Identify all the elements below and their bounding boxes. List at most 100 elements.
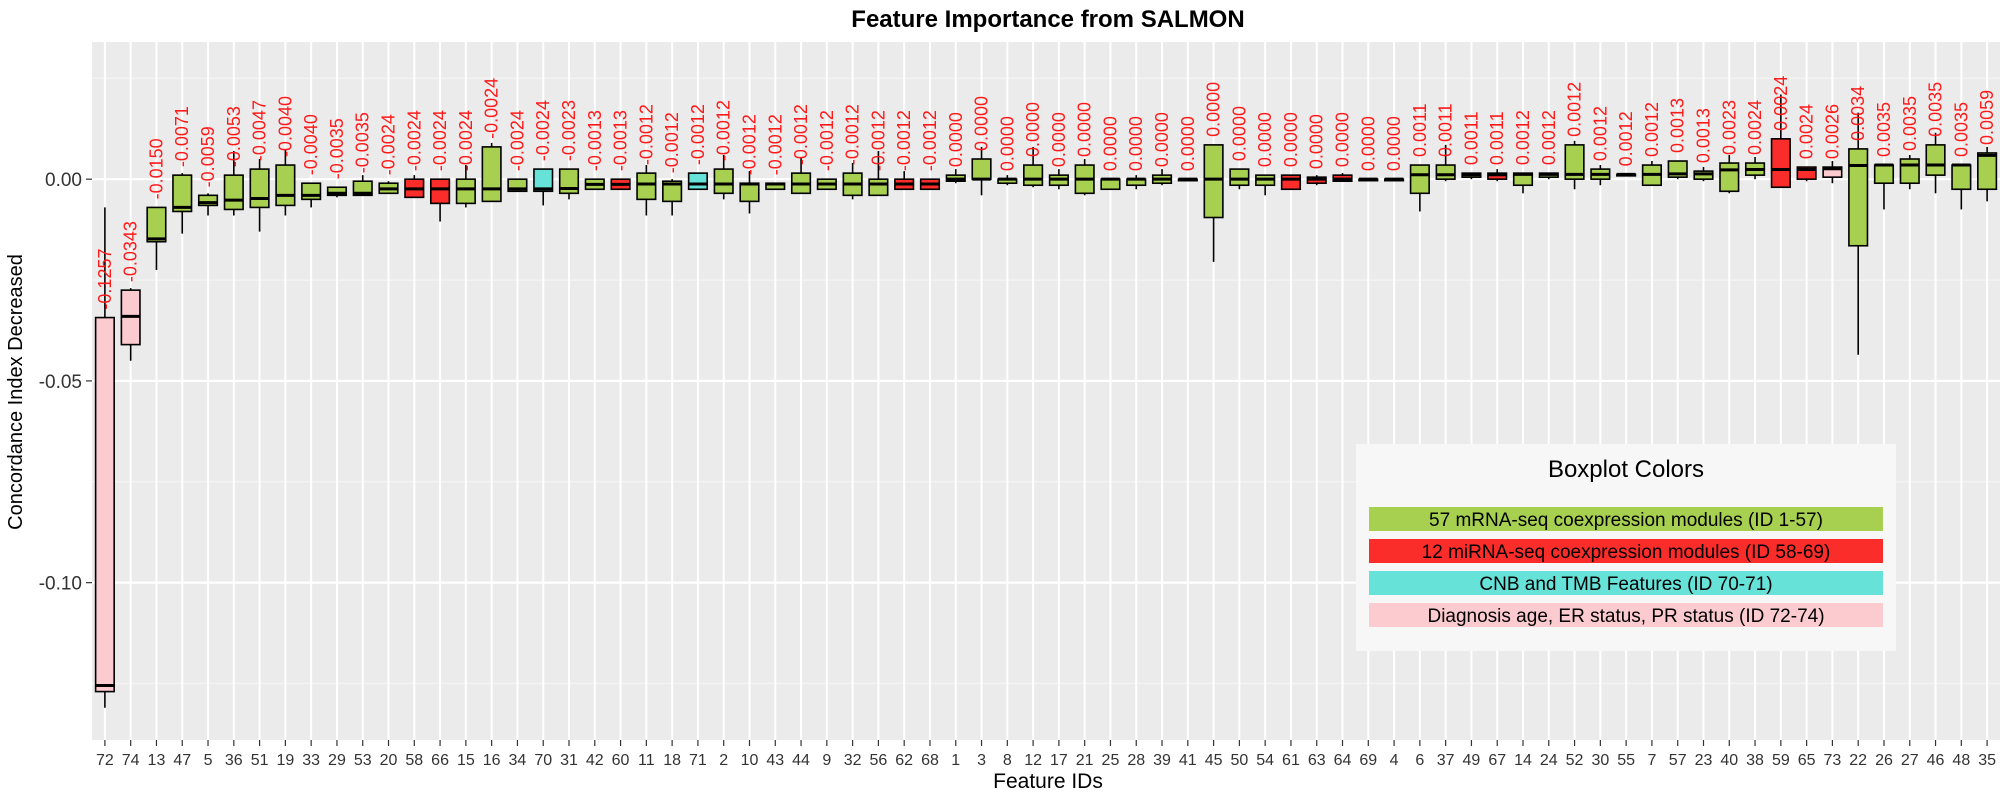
x-tick-label: 35 [1978, 752, 1996, 769]
box-body[interactable] [687, 172, 709, 191]
box-body[interactable] [223, 174, 244, 211]
value-label: 0.0035 [1900, 96, 1920, 151]
box-body[interactable] [301, 182, 322, 201]
box-body[interactable] [971, 158, 992, 180]
x-tick-label: 23 [1695, 752, 1713, 769]
box-body[interactable] [1229, 168, 1250, 187]
value-label: 0.0000 [1178, 116, 1198, 171]
box-body[interactable] [1100, 178, 1121, 191]
value-label: 0.0011 [1410, 103, 1430, 157]
x-tick-label: 70 [534, 752, 552, 769]
value-label: 0.0000 [1358, 116, 1378, 171]
x-tick-label: 74 [122, 752, 140, 769]
x-tick-label: 18 [663, 752, 681, 769]
value-label: -0.0012 [636, 104, 656, 165]
y-axis-title: Concordance Index Decreased [5, 254, 27, 530]
value-label: -0.0012 [765, 114, 785, 175]
x-tick-label: 36 [225, 752, 243, 769]
x-tick-label: 58 [405, 752, 423, 769]
box-body[interactable] [429, 178, 451, 205]
box-body[interactable] [1770, 138, 1791, 189]
box-body[interactable] [249, 168, 270, 209]
x-tick-label: 50 [1230, 752, 1248, 769]
value-label: 0.0000 [1204, 82, 1224, 137]
x-tick-label: 51 [251, 752, 269, 769]
value-label: -0.0012 [714, 100, 734, 161]
box-body[interactable] [172, 174, 193, 213]
x-tick-label: 37 [1437, 752, 1455, 769]
box-body[interactable] [1848, 148, 1869, 247]
box-body[interactable] [662, 180, 683, 203]
value-label: 0.0000 [1100, 116, 1120, 171]
box-body[interactable] [1873, 164, 1895, 185]
x-axis-title: Feature IDs [993, 770, 1103, 793]
box-body[interactable] [1719, 162, 1740, 193]
x-tick-label: 30 [1591, 752, 1609, 769]
y-tick-label: 0.00 [45, 170, 82, 191]
value-label: -0.0059 [198, 126, 218, 187]
box-body[interactable] [533, 168, 554, 193]
box-body[interactable] [1023, 164, 1044, 187]
box-body[interactable] [481, 146, 502, 203]
value-label: 0.0011 [1487, 111, 1507, 165]
box-body[interactable] [1899, 158, 1920, 185]
x-tick-label: 12 [1024, 752, 1042, 769]
x-tick-label: 66 [431, 752, 449, 769]
box-body[interactable] [1977, 152, 1998, 191]
box-body[interactable] [1409, 164, 1430, 195]
x-tick-label: 54 [1256, 752, 1274, 769]
box-body[interactable] [197, 194, 219, 207]
box-body[interactable] [1822, 166, 1843, 178]
value-label: 0.0013 [1693, 108, 1713, 163]
x-tick-label: 25 [1102, 752, 1120, 769]
value-label: 0.0012 [1642, 102, 1662, 157]
value-label: 0.0012 [1513, 110, 1533, 165]
legend: Boxplot Colors 57 mRNA-seq coexpression … [1356, 444, 1896, 651]
box-body[interactable] [326, 186, 348, 197]
value-label: -0.0012 [894, 110, 914, 171]
box-body[interactable] [739, 182, 760, 203]
value-label: 0.0035 [1926, 82, 1946, 137]
box-body[interactable] [636, 172, 657, 201]
box-body[interactable] [352, 180, 373, 197]
x-tick-label: 69 [1359, 752, 1377, 769]
box-body[interactable] [94, 316, 115, 693]
x-tick-label: 56 [870, 752, 888, 769]
value-label: 0.0034 [1848, 86, 1868, 141]
box-body[interactable] [1280, 174, 1302, 191]
value-label: -0.0013 [585, 110, 605, 171]
value-label: -0.0024 [430, 110, 450, 171]
x-tick-label: 7 [1647, 752, 1656, 769]
x-tick-label: 22 [1849, 752, 1867, 769]
value-label: 0.0000 [1126, 116, 1146, 171]
x-tick-label: 8 [1003, 752, 1012, 769]
value-label: 0.0059 [1977, 90, 1997, 145]
x-tick-label: 73 [1824, 752, 1842, 769]
box-body[interactable] [713, 168, 734, 195]
box-body[interactable] [1564, 144, 1585, 180]
box-body[interactable] [1951, 164, 1972, 191]
box-body[interactable] [868, 178, 889, 197]
value-label: 0.0013 [1668, 98, 1688, 153]
value-label: 0.0000 [1075, 102, 1095, 157]
box-body[interactable] [1203, 144, 1224, 219]
legend-entry-swatch [1369, 571, 1883, 595]
value-label: 0.0012 [1539, 110, 1559, 165]
x-tick-label: 55 [1617, 752, 1635, 769]
legend-entry-label: CNB and TMB Features (ID 70-71) [1479, 574, 1772, 595]
x-tick-label: 67 [1488, 752, 1506, 769]
box-body[interactable] [275, 164, 296, 207]
value-label: -0.0012 [817, 110, 837, 171]
x-tick-label: 17 [1050, 752, 1068, 769]
box-body[interactable] [1435, 164, 1456, 180]
value-label: -0.0012 [868, 110, 888, 171]
x-tick-label: 71 [689, 752, 707, 769]
value-label: -0.0024 [533, 100, 553, 161]
box-body[interactable] [1925, 144, 1946, 176]
box-body[interactable] [455, 178, 476, 205]
value-label: 0.0024 [1771, 76, 1791, 131]
value-label: 0.0011 [1436, 103, 1456, 157]
box-body[interactable] [146, 206, 167, 243]
value-label: -0.0035 [327, 118, 347, 179]
legend-entry-label: Diagnosis age, ER status, PR status (ID … [1427, 606, 1824, 627]
